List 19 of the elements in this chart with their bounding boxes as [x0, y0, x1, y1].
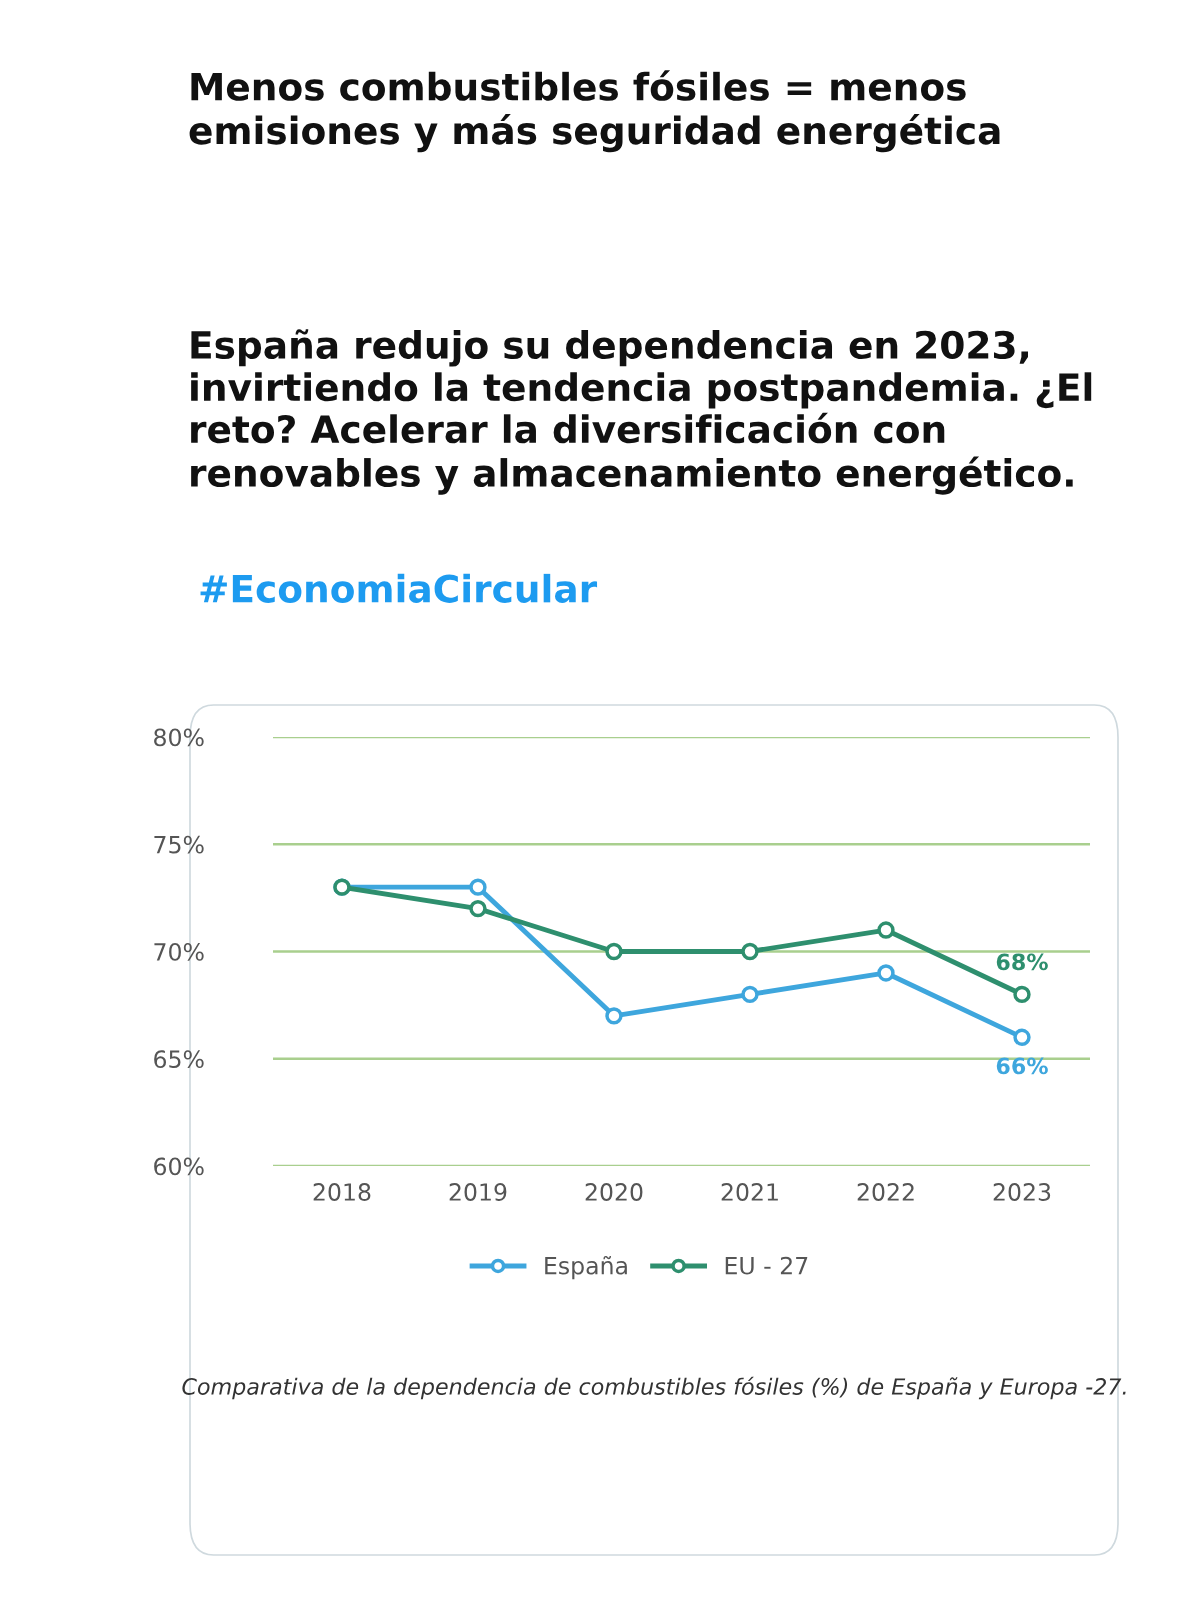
y-tick-label: 60%	[154, 1157, 204, 1176]
y-tick-label: 70%	[154, 942, 204, 961]
y-tick-label: 80%	[154, 728, 204, 747]
x-tick-label: 2020	[585, 1183, 643, 1201]
chart-subtitle: España redujo su dependencia en 2023, invirtiendo la tendencia postpandemia. ¿El reto? Acelerar la diversificación con renovables y almacenamiento energético.	[191, 329, 1092, 495]
legend-label: EU - 27	[725, 1256, 808, 1275]
text: #EconomiaCircular	[200, 573, 598, 603]
text: Comparativa de la dependencia de combustibles fósiles (%) de España y Europa -27.	[182, 1376, 1126, 1400]
x-tick-label: 2021	[721, 1183, 778, 1201]
y-tick-label: 75%	[154, 835, 204, 854]
x-tick-label: 2019	[449, 1183, 507, 1201]
x-tick-label: 2023	[993, 1183, 1051, 1201]
x-tick-label: 2022	[857, 1183, 914, 1201]
data-label: 66%	[996, 1057, 1048, 1075]
y-tick-label: 65%	[154, 1050, 204, 1069]
chart-title: Menos combustibles fósiles = menos emisiones y más seguridad energética	[189, 70, 1000, 153]
data-label: 68%	[996, 953, 1048, 971]
legend-label: España	[545, 1255, 627, 1280]
x-tick-label: 2018	[313, 1183, 371, 1201]
